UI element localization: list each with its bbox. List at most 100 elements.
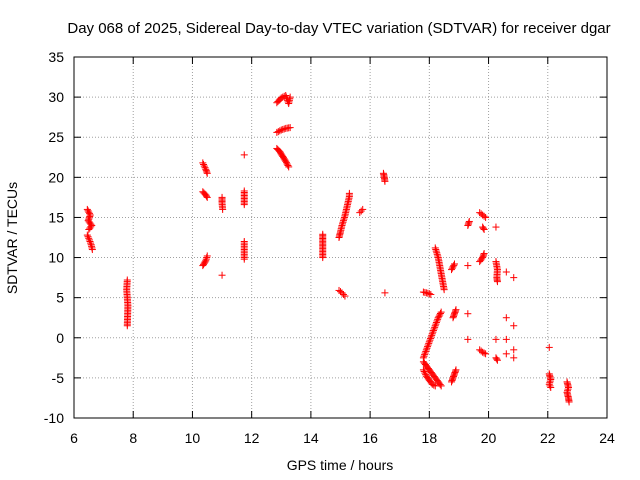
- data-point: [428, 330, 436, 338]
- data-point: [480, 250, 488, 258]
- y-tick-labels: -10 -5 0 5 10 15 20 25 30 35: [44, 49, 64, 426]
- data-point: [437, 308, 445, 316]
- data-point: [420, 352, 428, 360]
- data-point: [479, 224, 487, 232]
- data-point: [425, 339, 433, 347]
- data-point: [434, 315, 442, 323]
- y-tick-label: -10: [44, 410, 64, 426]
- data-point: [431, 322, 439, 330]
- data-point: [357, 207, 365, 215]
- x-axis-label: GPS time / hours: [287, 457, 394, 473]
- x-tick-label: 20: [481, 430, 497, 446]
- data-point: [428, 380, 436, 388]
- data-point: [338, 289, 346, 297]
- x-tick-label: 12: [244, 430, 260, 446]
- y-tick-label: 35: [48, 49, 64, 65]
- data-point: [83, 231, 91, 239]
- data-point: [452, 306, 460, 314]
- data-point: [493, 356, 501, 364]
- data-point: [429, 327, 437, 335]
- x-tick-label: 8: [129, 430, 137, 446]
- data-point: [285, 163, 293, 171]
- data-point: [424, 343, 432, 351]
- data-point: [440, 286, 448, 294]
- y-tick-label: 10: [48, 250, 64, 266]
- data-point: [421, 369, 429, 377]
- data-point: [464, 310, 472, 318]
- data-point: [240, 151, 248, 159]
- data-point: [510, 322, 518, 330]
- data-point: [282, 92, 290, 100]
- y-tick-label: 25: [48, 129, 64, 145]
- data-point: [422, 347, 430, 355]
- data-point: [433, 317, 441, 325]
- y-axis-label: SDTVAR / TECUs: [4, 182, 20, 294]
- data-point: [502, 314, 510, 322]
- data-point: [356, 209, 364, 217]
- x-tick-label: 24: [599, 430, 615, 446]
- data-point: [428, 331, 436, 339]
- data-point: [284, 162, 292, 170]
- data-point: [427, 290, 435, 298]
- data-point: [422, 346, 430, 354]
- data-point: [480, 225, 488, 233]
- data-point: [502, 268, 510, 276]
- data-point: [425, 338, 433, 346]
- data-point: [203, 193, 211, 201]
- data-point: [381, 289, 389, 297]
- data-point: [493, 355, 501, 363]
- data-point: [502, 335, 510, 343]
- data-point: [547, 384, 555, 392]
- data-point: [423, 344, 431, 352]
- axis-ticks: [73, 56, 608, 419]
- y-tick-label: 20: [48, 169, 64, 185]
- data-point: [465, 217, 473, 225]
- data-point: [419, 366, 427, 374]
- x-tick-label: 16: [362, 430, 378, 446]
- data-point: [431, 382, 439, 390]
- y-tick-label: 30: [48, 89, 64, 105]
- data-point: [502, 350, 510, 358]
- data-point: [545, 343, 553, 351]
- data-point: [286, 93, 294, 101]
- data-point: [341, 292, 349, 300]
- x-tick-label: 10: [185, 430, 201, 446]
- data-point: [492, 223, 500, 231]
- data-point: [85, 236, 93, 244]
- data-point: [381, 177, 389, 185]
- data-point: [280, 125, 288, 133]
- data-point: [219, 205, 227, 213]
- data-point: [432, 320, 440, 328]
- data-point: [200, 160, 208, 168]
- data-point: [203, 252, 211, 260]
- data-point: [545, 380, 553, 388]
- y-tick-label: 15: [48, 209, 64, 225]
- data-point: [240, 255, 248, 263]
- x-tick-label: 22: [540, 430, 556, 446]
- x-tick-label: 6: [70, 430, 78, 446]
- data-point: [218, 271, 226, 279]
- data-point: [452, 366, 460, 374]
- y-tick-label: 5: [56, 290, 64, 306]
- data-point: [200, 162, 208, 170]
- data-point: [203, 169, 211, 177]
- data-point: [422, 371, 430, 379]
- data-point: [482, 213, 490, 221]
- data-point: [424, 341, 432, 349]
- data-point: [480, 349, 488, 357]
- data-point: [339, 290, 347, 298]
- data-point: [464, 335, 472, 343]
- data-point: [201, 164, 209, 172]
- data-point: [277, 94, 285, 102]
- data-point: [427, 335, 435, 343]
- data-point: [286, 124, 294, 132]
- data-point: [420, 367, 428, 375]
- data-point: [88, 246, 96, 254]
- x-tick-label: 18: [422, 430, 438, 446]
- data-point: [464, 262, 472, 270]
- y-tick-label: 0: [56, 330, 64, 346]
- data-points: [83, 92, 573, 406]
- data-point: [436, 381, 444, 389]
- data-point: [451, 260, 459, 268]
